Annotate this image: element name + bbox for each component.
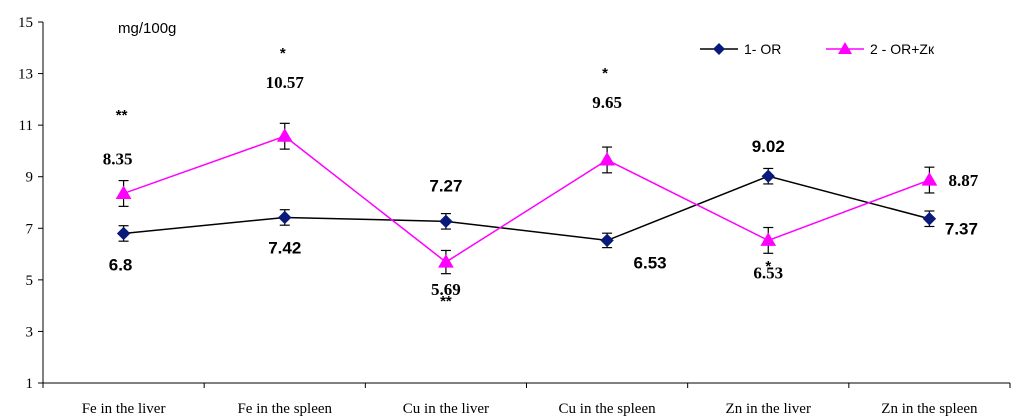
series-line [123,175,930,242]
x-tick-label: Cu in the liver [403,401,489,417]
data-label: 6.8 [109,255,133,274]
data-label: 8.35 [103,149,133,168]
series-line [123,135,930,263]
data-label: 7.42 [268,238,301,257]
data-point [438,254,454,268]
y-tick-label: 9 [26,170,34,186]
data-point [922,212,937,226]
data-point [599,151,615,166]
data-point [278,210,292,225]
legend-label: 2 - OR+Zк [870,41,935,57]
y-tick-label: 15 [18,15,33,31]
y-tick-label: 3 [26,324,34,340]
legend-label: 1- OR [744,41,781,57]
y-tick-label: 7 [26,221,34,237]
data-label: 10.57 [266,73,305,92]
series-layer [115,122,938,275]
x-tick-label: Zn in the spleen [881,401,978,417]
significance-marker: ** [116,107,128,124]
data-labels: 6.8 7.42 7.27 6.53 9.02 7.37 8.35 10.57 5.69 9.65… [103,45,979,310]
data-label: 7.37 [945,220,978,239]
data-point [116,226,131,241]
significance-marker: * [602,65,608,82]
data-label: 9.02 [752,137,785,156]
x-tick-label: Zn in the liver [726,401,811,417]
data-label: 7.27 [429,176,462,195]
unit-label: mg/100g [118,20,176,37]
x-tick-label: Cu in the spleen [559,401,657,417]
data-point [760,232,777,246]
data-point [276,128,293,142]
x-tick-label: Fe in the liver [82,401,166,417]
significance-marker: * [280,45,286,62]
y-tick-label: 1 [26,376,34,392]
data-label: 8.87 [949,171,979,190]
data-point [761,169,775,183]
y-tick-label: 13 [18,67,33,83]
y-tick-label: 5 [26,273,34,289]
data-point [115,185,132,199]
legend-item-2: 2 - OR+Zк [826,41,935,57]
data-label: 6.53 [753,263,783,282]
data-label: 5.69 [431,280,461,299]
legend-item-1: 1- OR [700,41,781,57]
data-point [921,172,938,186]
series-1 [116,167,937,249]
y-tick-label: 11 [19,118,33,134]
significance-marker: * [765,258,771,275]
x-tick-label: Fe in the spleen [237,401,332,417]
significance-marker: ** [440,293,452,310]
x-ticks: Fe in the liver Fe in the spleen Cu in the… [42,383,1011,417]
legend-marker [838,42,852,54]
data-label: 6.53 [634,253,667,272]
legend-marker [713,43,725,55]
series-2 [115,122,938,275]
legend: 1- OR 2 - OR+Zк [700,41,935,57]
data-point [600,233,614,248]
data-label: 9.65 [592,93,622,112]
data-point [439,214,453,229]
